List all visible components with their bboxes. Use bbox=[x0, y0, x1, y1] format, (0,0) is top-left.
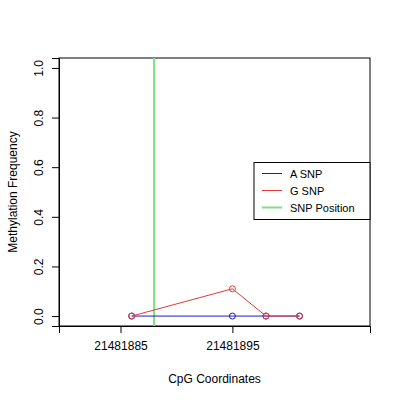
y-tick-mark bbox=[52, 217, 59, 218]
legend-swatch bbox=[262, 207, 282, 209]
x-tick-mark bbox=[232, 326, 233, 333]
legend-swatch bbox=[262, 173, 282, 174]
x-axis-title: CpG Coordinates bbox=[168, 372, 261, 386]
legend: A SNP G SNP SNP Position bbox=[254, 163, 370, 220]
series-point bbox=[263, 313, 269, 319]
series-point bbox=[229, 286, 235, 292]
series-point bbox=[297, 313, 303, 319]
series-line bbox=[132, 289, 300, 316]
series-point bbox=[129, 313, 135, 319]
x-axis-line bbox=[60, 327, 371, 334]
snp-position-line bbox=[153, 58, 155, 326]
y-tick-label: 0.0 bbox=[32, 308, 46, 325]
y-tick: 0.2 bbox=[32, 258, 59, 275]
legend-label: A SNP bbox=[290, 168, 322, 180]
y-axis: 0.0 0.2 0.4 0.6 0.8 1.0 bbox=[32, 59, 60, 327]
legend-box bbox=[254, 163, 370, 220]
x-tick-label: 21481895 bbox=[206, 339, 260, 353]
y-tick-label: 0.8 bbox=[32, 109, 46, 126]
y-axis-line bbox=[52, 59, 60, 327]
y-tick-label: 1.0 bbox=[32, 60, 46, 77]
y-tick-label: 0.2 bbox=[32, 258, 46, 275]
chart: 21481885 21481895 0.0 0.2 0.4 0.6 0.8 1.0 CpG Co… bbox=[0, 0, 400, 400]
x-tick: 21481895 bbox=[206, 326, 260, 353]
legend-label: G SNP bbox=[290, 185, 324, 197]
y-tick: 0.8 bbox=[32, 109, 59, 126]
x-tick-mark bbox=[121, 326, 122, 333]
y-tick-mark bbox=[52, 266, 59, 267]
x-axis: 21481885 21481895 bbox=[60, 326, 371, 353]
y-tick: 1.0 bbox=[32, 60, 59, 77]
y-tick-mark bbox=[52, 167, 59, 168]
y-tick-mark bbox=[52, 118, 59, 119]
y-tick-mark bbox=[52, 316, 59, 317]
plot-frame bbox=[59, 58, 370, 326]
y-axis-title: Methylation Frequency bbox=[6, 131, 20, 252]
x-tick: 21481885 bbox=[94, 326, 148, 353]
y-tick: 0.6 bbox=[32, 159, 59, 176]
y-tick-mark bbox=[52, 68, 59, 69]
series-point bbox=[229, 313, 235, 319]
y-tick: 0.4 bbox=[32, 209, 59, 226]
legend-label: SNP Position bbox=[290, 202, 355, 214]
x-tick-label: 21481885 bbox=[94, 339, 148, 353]
y-tick-label: 0.4 bbox=[32, 209, 46, 226]
legend-swatch bbox=[262, 190, 282, 191]
y-tick: 0.0 bbox=[32, 308, 59, 325]
y-tick-label: 0.6 bbox=[32, 159, 46, 176]
series-point bbox=[129, 313, 135, 319]
